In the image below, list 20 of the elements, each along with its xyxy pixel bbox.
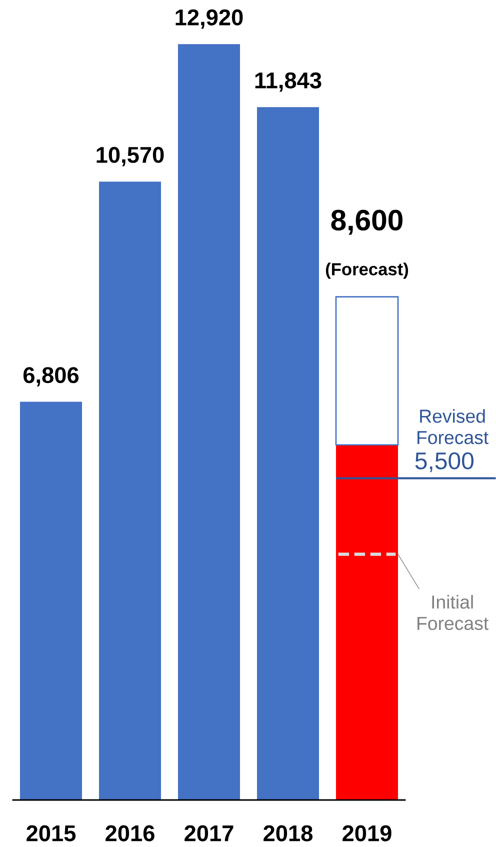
total-label: 8,600 (331, 210, 402, 235)
data-label: 12,920 (176, 9, 243, 29)
x-tick-label: 2016 (106, 825, 154, 842)
bar (336, 444, 398, 800)
bar (178, 44, 240, 800)
data-label: 6,806 (23, 367, 79, 386)
x-tick-label: 2015 (26, 825, 76, 842)
bar (98, 182, 162, 800)
x-tick-label: 2017 (184, 825, 234, 842)
x-tick-label: 2019 (342, 825, 392, 842)
x-tick-label: 2018 (264, 825, 313, 842)
annotation: (Forecast) (326, 262, 408, 279)
bar (256, 107, 319, 800)
annotation: 5,500 (415, 452, 474, 472)
ref-line-label: Initial Forecast (418, 594, 488, 630)
bar (335, 296, 399, 446)
data-label: 10,570 (96, 146, 164, 166)
ref-line-label: Revised Forecast (418, 409, 488, 444)
bar (20, 402, 82, 800)
data-label: 11,843 (255, 72, 322, 92)
